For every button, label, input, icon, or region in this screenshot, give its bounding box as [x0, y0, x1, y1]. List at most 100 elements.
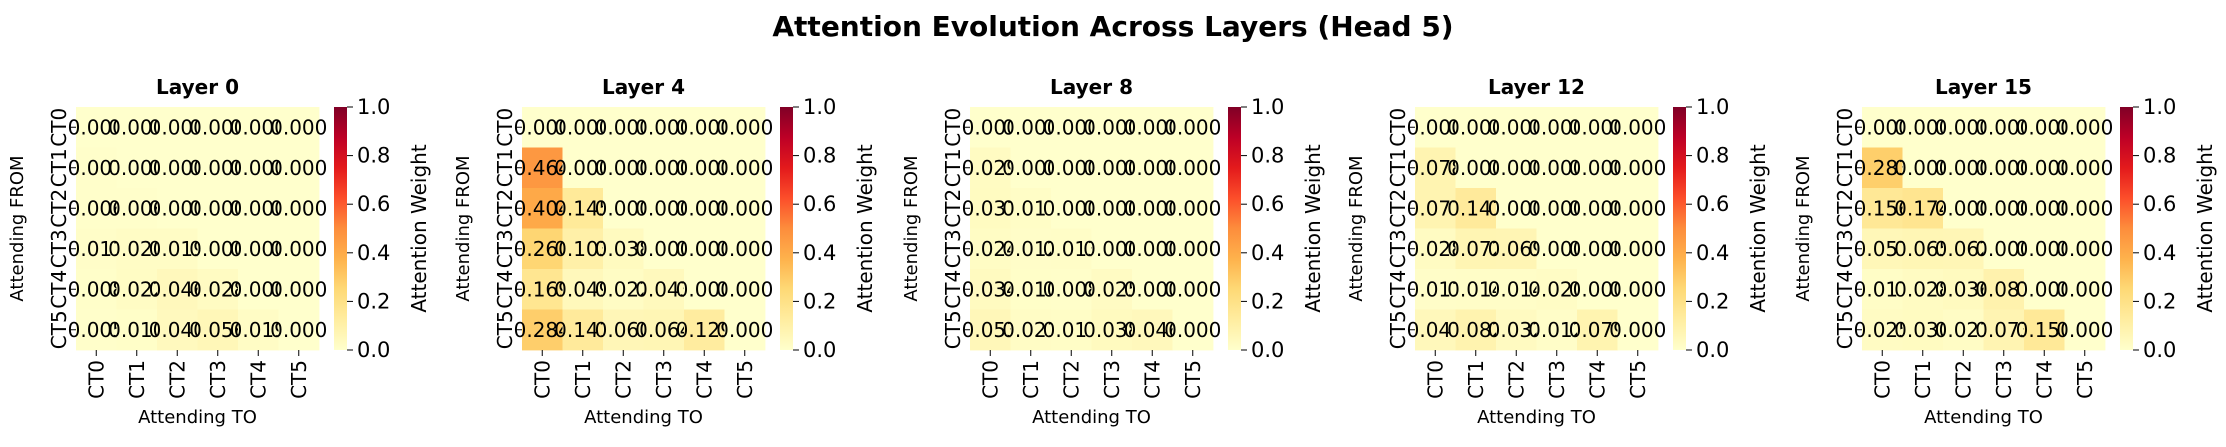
- heatmap-cell: [278, 309, 320, 351]
- cell-value-label: 0.156: [1854, 196, 1911, 220]
- heatmap-panels: Layer 00.0000.0000.0000.0000.0000.0000.0…: [7, 75, 2217, 428]
- cell-value-label: 0.000: [1164, 237, 1221, 261]
- y-tick-label: CT0: [1833, 108, 1857, 147]
- y-tick-label: CT5: [1833, 310, 1857, 349]
- cell-value-label: 0.012: [1528, 318, 1585, 342]
- heatmap-cell: [1415, 269, 1456, 310]
- heatmap-cell: [1010, 269, 1052, 310]
- colorbar-tick-label: 0.0: [2143, 338, 2176, 362]
- cell-value-label: 0.017: [1002, 196, 1059, 220]
- y-tick-label: CT5: [1386, 310, 1410, 349]
- cell-value-label: 0.000: [716, 237, 773, 261]
- heatmap-cell: [278, 269, 320, 310]
- heatmap-cell: [684, 147, 725, 189]
- heatmap-cell: [643, 147, 685, 189]
- heatmap-cell: [116, 228, 158, 270]
- cell-value-label: 0.069: [1488, 237, 1545, 261]
- cell-value-label: 0.040: [149, 318, 206, 342]
- cell-value-label: 0.017: [1854, 277, 1911, 301]
- heatmap-cell: [643, 309, 685, 351]
- cell-value-label: 0.000: [1975, 156, 2032, 180]
- heatmap-cell: [1172, 228, 1214, 270]
- x-tick-label: CT3: [1545, 360, 1569, 399]
- cell-value-label: 0.014: [1447, 277, 1504, 301]
- heatmap-cell: [1617, 107, 1659, 148]
- heatmap-cell: [157, 228, 198, 270]
- cell-value-label: 0.034: [962, 277, 1019, 301]
- cell-value-label: 0.000: [1609, 196, 1666, 220]
- x-tick-label: CT3: [652, 360, 676, 399]
- cell-value-label: 0.000: [635, 196, 692, 220]
- cell-value-label: 0.011: [1407, 277, 1464, 301]
- cell-value-label: 0.000: [716, 196, 773, 220]
- cell-value-label: 0.000: [595, 156, 652, 180]
- y-tick-label: CT4: [1833, 270, 1857, 309]
- cell-value-label: 0.283: [1854, 156, 1911, 180]
- heatmap-cell: [1415, 107, 1456, 148]
- cell-value-label: 0.000: [149, 196, 206, 220]
- cell-value-label: 0.000: [2056, 196, 2113, 220]
- heatmap-cell: [1943, 188, 1984, 229]
- cell-value-label: 0.020: [1528, 277, 1585, 301]
- cell-value-label: 0.000: [595, 115, 652, 139]
- heatmap-cell: [1943, 269, 1984, 310]
- heatmap-cell: [603, 309, 644, 351]
- heatmap-cell: [1091, 188, 1133, 229]
- heatmap-cell: [1862, 309, 1903, 351]
- heatmap-cell: [1455, 269, 1497, 310]
- heatmap-cell: [1496, 309, 1537, 351]
- cell-value-label: 0.000: [1488, 156, 1545, 180]
- heatmap-cell: [76, 107, 117, 148]
- cell-value-label: 0.000: [270, 156, 327, 180]
- cell-value-label: 0.000: [1407, 115, 1464, 139]
- cell-value-label: 0.284: [514, 318, 571, 342]
- heatmap-cell: [970, 188, 1011, 229]
- y-tick-label: CT0: [941, 108, 965, 147]
- cell-value-label: 0.150: [2016, 318, 2073, 342]
- heatmap-cell: [278, 228, 320, 270]
- cell-value-label: 0.046: [149, 277, 206, 301]
- x-tick-label: CT2: [1504, 360, 1528, 399]
- heatmap-cell: [522, 107, 563, 148]
- y-tick-label: CT1: [47, 148, 71, 187]
- y-tick-label: CT4: [47, 270, 71, 309]
- heatmap-cell: [1536, 147, 1578, 189]
- x-tick-label: CT2: [1059, 360, 1083, 399]
- colorbar-tick-label: 0.8: [1696, 144, 1729, 168]
- cell-value-label: 0.000: [189, 237, 246, 261]
- cell-value-label: 0.008: [68, 277, 125, 301]
- heatmap-cell: [1091, 309, 1133, 351]
- heatmap-cell: [1051, 147, 1092, 189]
- x-tick-label: CT0: [530, 360, 554, 399]
- heatmap-cell: [76, 188, 117, 229]
- cell-value-label: 0.010: [1002, 277, 1059, 301]
- cell-value-label: 0.000: [2056, 318, 2113, 342]
- heatmap-cell: [1415, 147, 1456, 189]
- cell-value-label: 0.000: [108, 115, 165, 139]
- heatmap-cell: [1132, 269, 1173, 310]
- panel-title: Layer 12: [1488, 75, 1585, 99]
- heatmap-cell: [724, 107, 766, 148]
- heatmap-cell: [684, 107, 725, 148]
- cell-value-label: 0.000: [230, 115, 287, 139]
- cell-value-label: 0.011: [68, 237, 125, 261]
- x-tick-label: CT5: [2073, 360, 2097, 399]
- figure-title: Attention Evolution Across Layers (Head …: [772, 10, 1453, 43]
- cell-value-label: 0.006: [108, 196, 165, 220]
- cell-value-label: 0.000: [1894, 115, 1951, 139]
- heatmap-cell: [684, 228, 725, 270]
- heatmap-cell: [562, 228, 604, 270]
- cell-value-label: 0.000: [1043, 115, 1100, 139]
- cell-value-label: 0.000: [2056, 277, 2113, 301]
- cell-value-label: 0.000: [2056, 156, 2113, 180]
- heatmap-cell: [684, 188, 725, 229]
- cell-value-label: 0.000: [635, 115, 692, 139]
- heatmap-cell: [76, 269, 117, 310]
- cell-value-label: 0.000: [1083, 196, 1140, 220]
- cell-value-label: 0.000: [635, 156, 692, 180]
- x-tick-label: CT0: [1423, 360, 1447, 399]
- colorbar-tick-label: 0.6: [1696, 192, 1729, 216]
- heatmap-cell: [1536, 188, 1578, 229]
- panel-title: Layer 8: [1050, 75, 1133, 99]
- cell-value-label: 0.000: [1488, 115, 1545, 139]
